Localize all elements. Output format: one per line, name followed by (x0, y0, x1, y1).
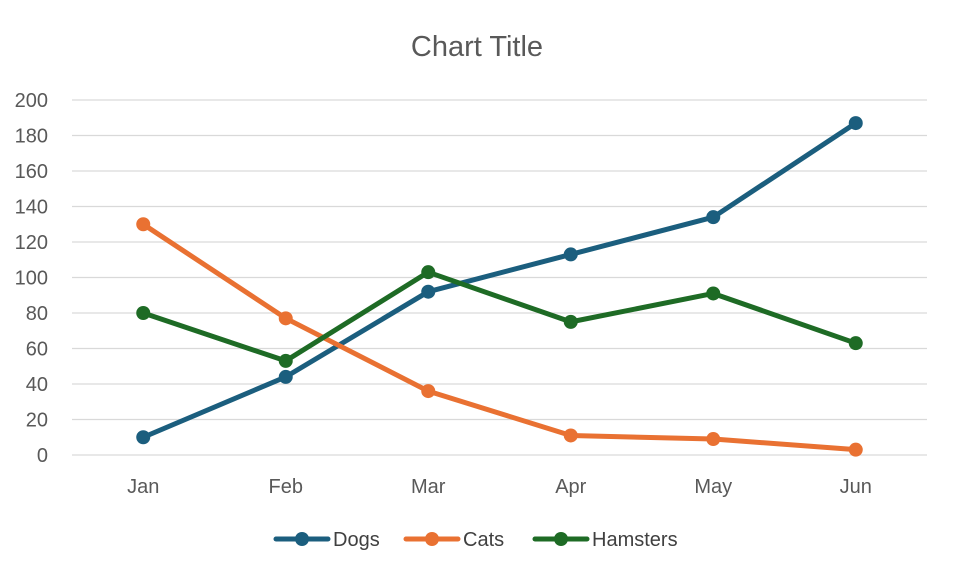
y-tick-label: 140 (15, 197, 48, 219)
chart-title: Chart Title (411, 31, 543, 63)
data-point-hamsters (563, 314, 578, 329)
legend-swatch-marker (554, 532, 568, 546)
series-hamsters (136, 265, 863, 368)
gridlines (72, 99, 927, 456)
series-line-hamsters (140, 269, 859, 364)
data-point-cats (136, 217, 151, 232)
series-line-dogs (140, 120, 859, 440)
legend-item-cats: Cats (403, 529, 504, 551)
data-point-dogs (421, 284, 436, 299)
y-tick-label: 20 (26, 410, 48, 432)
legend: Dogs Cats Hamsters (273, 529, 678, 551)
x-tick-label: May (694, 476, 732, 498)
x-tick-label: Apr (555, 476, 586, 498)
legend-swatch-marker (295, 532, 309, 546)
legend-label: Hamsters (592, 529, 678, 551)
data-point-hamsters (136, 306, 151, 320)
y-tick-label: 160 (15, 161, 48, 183)
y-tick-label: 100 (15, 268, 48, 290)
y-tick-label: 80 (26, 303, 48, 325)
series-group (136, 116, 863, 457)
data-point-dogs (278, 369, 293, 384)
x-tick-label: Mar (411, 476, 446, 498)
y-tick-label: 120 (15, 232, 48, 254)
data-point-hamsters (278, 353, 293, 368)
data-point-cats (278, 311, 293, 326)
data-point-dogs (563, 247, 578, 262)
x-axis-ticks: Jan Feb Mar Apr May Jun (127, 476, 872, 498)
legend-label: Cats (463, 529, 504, 551)
data-point-dogs (848, 116, 863, 131)
x-tick-label: Jun (840, 476, 872, 498)
data-point-cats (706, 432, 721, 447)
data-point-hamsters (848, 336, 863, 351)
data-point-cats (563, 428, 578, 443)
y-tick-label: 0 (37, 445, 48, 467)
y-tick-label: 60 (26, 339, 48, 361)
data-point-dogs (706, 210, 721, 225)
series-cats (136, 217, 863, 457)
series-line-cats (140, 221, 859, 453)
x-tick-label: Jan (127, 476, 159, 498)
legend-swatch-marker (425, 532, 439, 546)
data-point-cats (848, 442, 863, 457)
legend-item-hamsters: Hamsters (532, 529, 678, 551)
data-point-cats (421, 384, 436, 399)
y-tick-label: 180 (15, 126, 48, 148)
y-tick-label: 200 (15, 90, 48, 112)
data-point-hamsters (706, 286, 721, 301)
data-point-dogs (136, 430, 151, 445)
data-point-hamsters (421, 265, 436, 280)
series-dogs (136, 116, 863, 445)
y-axis-ticks: 0 20 40 60 80 100 120 140 160 180 200 (15, 90, 48, 467)
x-tick-label: Feb (269, 476, 303, 498)
legend-item-dogs: Dogs (273, 529, 380, 551)
y-tick-label: 40 (26, 374, 48, 396)
legend-label: Dogs (333, 529, 380, 551)
